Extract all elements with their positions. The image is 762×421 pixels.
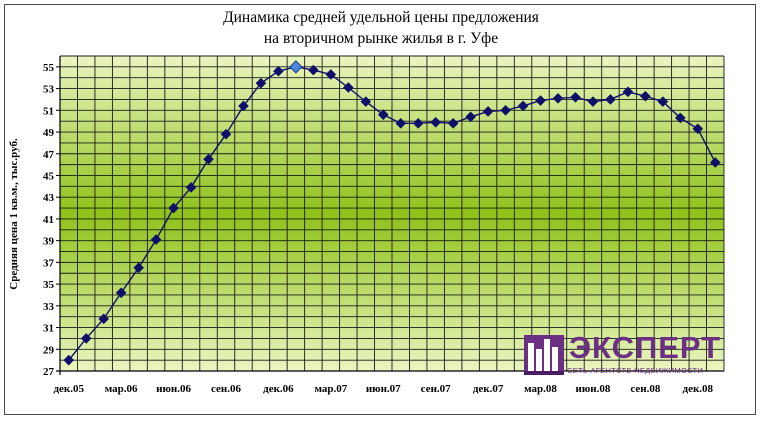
y-tick-label: 35 — [43, 279, 55, 291]
y-tick-label: 53 — [43, 84, 55, 96]
y-tick-label: 27 — [43, 366, 55, 378]
y-tick-label: 33 — [43, 301, 55, 313]
company-logo: ЭКСПЕРТ СЕТЬ АГЕНТСТВ НЕДВИЖИМОСТИ — [524, 330, 724, 377]
data-point — [447, 118, 459, 129]
data-point — [587, 96, 599, 107]
x-tick-label: дек.07 — [473, 383, 504, 395]
y-tick-label: 39 — [43, 236, 55, 248]
logo-wordmark: ЭКСПЕРТ — [569, 330, 722, 365]
data-point — [709, 157, 721, 168]
data-point — [255, 77, 267, 89]
x-tick-label: сен.06 — [211, 383, 241, 395]
data-point — [203, 153, 214, 165]
axes — [56, 55, 725, 375]
y-tick-label: 45 — [43, 170, 55, 182]
x-tick-label: дек.06 — [263, 383, 294, 395]
data-point — [692, 123, 704, 135]
chart-title: Динамика средней удельной цены предложен… — [0, 7, 762, 49]
data-point — [308, 64, 319, 76]
data-point — [430, 116, 441, 128]
logo-building-icon — [524, 335, 564, 375]
data-point — [133, 262, 144, 274]
chart-title-line-1: Динамика средней удельной цены предложен… — [223, 9, 539, 26]
data-point — [657, 96, 669, 107]
data-point — [552, 93, 564, 104]
series-markers — [63, 60, 721, 366]
y-tick-label: 41 — [43, 214, 54, 226]
data-point — [640, 90, 651, 102]
x-tick-label: мар.08 — [524, 383, 557, 395]
data-point — [238, 100, 249, 112]
y-tick-label: 51 — [43, 105, 54, 117]
x-tick-label: мар.06 — [105, 383, 138, 395]
data-point — [605, 94, 616, 105]
data-point — [482, 106, 494, 117]
x-tick-label: мар.07 — [314, 383, 347, 395]
logo-tagline: СЕТЬ АГЕНТСТВ НЕДВИЖИМОСТИ — [567, 366, 704, 375]
x-tick-labels: дек.05 мар.06 июн.06 сен.06 дек.06 мар.07 июн.… — [53, 383, 713, 395]
data-point — [115, 287, 127, 299]
x-tick-label: сен.08 — [630, 383, 660, 395]
x-tick-label: дек.05 — [53, 383, 84, 395]
y-tick-label: 43 — [43, 192, 55, 204]
data-point — [63, 354, 75, 366]
data-point-peak — [289, 60, 303, 74]
data-point — [80, 333, 92, 344]
data-point — [360, 96, 372, 107]
y-tick-label: 37 — [43, 257, 55, 269]
data-point — [168, 202, 179, 214]
y-tick-label: 55 — [43, 62, 55, 74]
y-tick-label: 29 — [43, 344, 55, 356]
y-tick-label: 31 — [43, 323, 54, 335]
data-point — [517, 100, 529, 112]
y-tick-labels: 27 29 31 33 35 37 39 41 43 45 47 49 51 53 55 — [43, 62, 60, 378]
data-point — [675, 112, 686, 124]
data-point — [343, 82, 354, 93]
data-point — [377, 109, 389, 120]
data-point — [465, 111, 476, 123]
x-tick-label: июн.06 — [156, 383, 191, 395]
x-tick-label: июн.08 — [576, 383, 611, 395]
x-tick-label: июн.07 — [366, 383, 401, 395]
data-point — [325, 69, 337, 80]
data-point — [412, 118, 424, 129]
y-tick-label: 49 — [43, 127, 55, 139]
data-point — [500, 105, 511, 116]
data-point — [535, 95, 546, 106]
x-tick-label: дек.08 — [683, 383, 714, 395]
data-point — [273, 65, 284, 77]
x-tick-label: сен.07 — [421, 383, 451, 395]
data-point — [395, 118, 407, 129]
data-point — [220, 128, 232, 140]
data-point — [570, 91, 581, 103]
data-point — [150, 234, 162, 245]
data-point — [98, 313, 109, 325]
data-point — [622, 86, 634, 98]
chart-title-line-2: на вторичном рынке жилья в г. Уфе — [263, 30, 499, 47]
data-point — [185, 182, 197, 193]
y-tick-label: 47 — [43, 149, 55, 161]
